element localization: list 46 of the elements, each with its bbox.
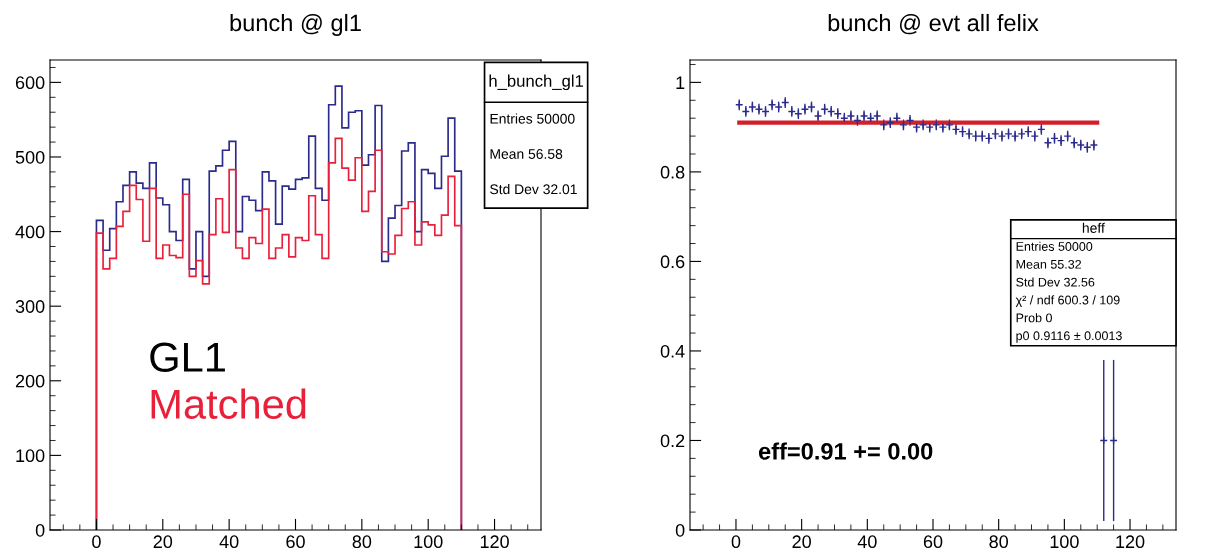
x-tick-label: 40: [857, 535, 877, 549]
x-tick-label: 40: [219, 535, 239, 549]
y-tick-label: 400: [15, 225, 45, 239]
x-tick-label: 100: [1050, 535, 1079, 549]
annotation: eff=0.91 += 0.00: [758, 442, 933, 460]
x-tick-label: 60: [923, 535, 943, 549]
y-tick-label: 200: [15, 374, 45, 388]
y-tick-label: 0: [675, 523, 685, 537]
y-tick-label: 300: [15, 300, 45, 313]
annotation: h_bunch_gl1: [489, 74, 584, 91]
annotation: Entries 50000: [1016, 241, 1093, 251]
series-label: GL1: [150, 342, 225, 372]
annotation: p0 0.9116 ± 0.0013: [1016, 331, 1122, 343]
annotation: Mean 56.58: [490, 149, 563, 159]
x-tick-label: 20: [153, 535, 173, 549]
point: [964, 129, 974, 139]
annotation: heff: [1082, 222, 1105, 233]
y-tick-label: 0.2: [660, 434, 685, 448]
x-tick-label: 120: [1116, 535, 1145, 549]
chart-title: bunch @ gl1: [230, 13, 361, 36]
x-tick-label: 80: [989, 535, 1009, 549]
point: [1076, 140, 1085, 150]
y-tick-label: 0.6: [660, 255, 685, 269]
x-tick-label: 120: [480, 535, 509, 549]
annotation: χ² / ndf 600.3 / 109: [1015, 295, 1120, 307]
series-label: Matched: [151, 388, 306, 419]
x-tick-label: 80: [352, 535, 372, 549]
annotation: Std Dev 32.56: [1016, 277, 1095, 287]
y-tick-label: 600: [15, 76, 45, 90]
annotation: Entries 50000: [490, 113, 575, 124]
x-tick-label: 100: [414, 535, 443, 549]
y-tick-label: 0: [35, 523, 45, 537]
y-tick-label: 0.8: [660, 165, 685, 179]
x-tick-label: 0: [92, 535, 101, 549]
y-tick-label: 0.4: [660, 344, 685, 358]
x-tick-label: 20: [792, 535, 811, 549]
chart-title: bunch @ evt all felix: [828, 13, 1039, 35]
x-tick-label: 60: [286, 535, 305, 549]
annotation: Std Dev 32.01: [490, 183, 577, 195]
annotation: Mean 55.32: [1016, 259, 1082, 269]
y-tick-label: 1: [676, 76, 685, 89]
y-tick-label: 100: [16, 449, 45, 463]
y-tick-label: 500: [15, 150, 45, 164]
x-tick-label: 0: [731, 535, 741, 549]
annotation: Prob 0: [1016, 313, 1052, 323]
point: [754, 105, 764, 114]
